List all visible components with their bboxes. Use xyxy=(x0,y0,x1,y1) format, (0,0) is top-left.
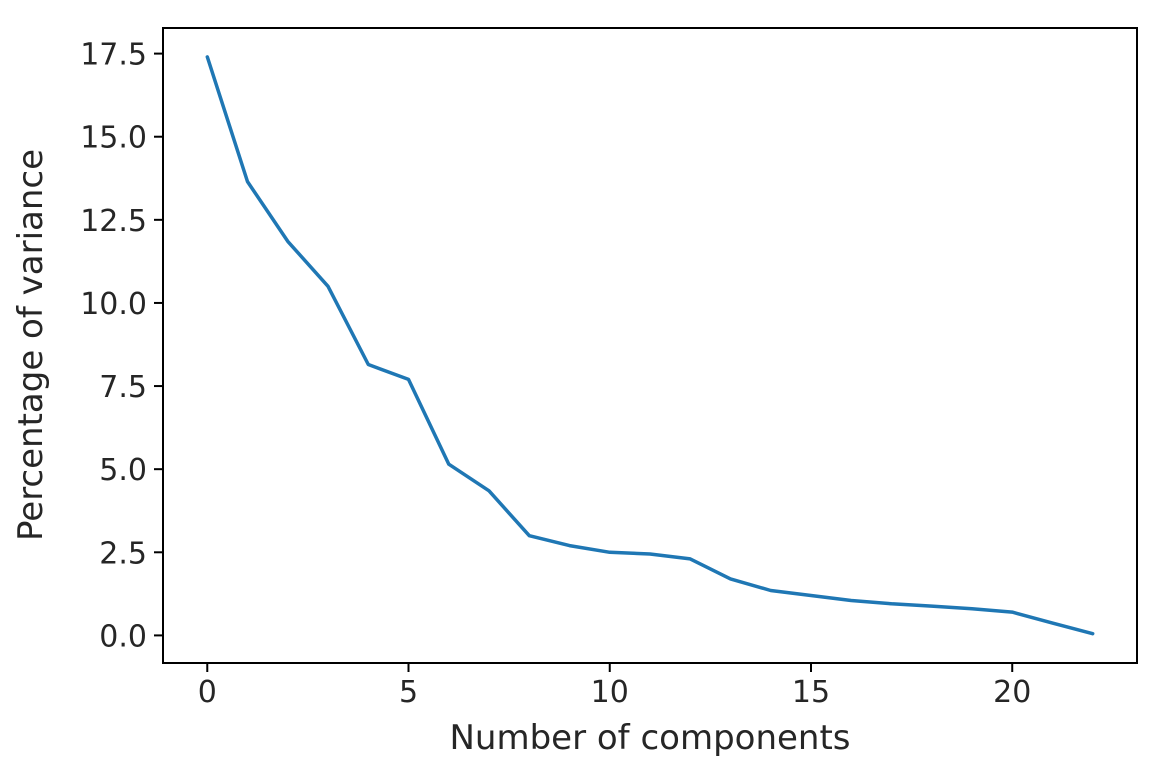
y-tick-label: 10.0 xyxy=(80,287,147,322)
plot-area xyxy=(162,27,1138,664)
variance-line xyxy=(205,55,1095,636)
x-axis-ticks: 0 5 10 15 20 xyxy=(198,663,1031,710)
x-tick-label: 15 xyxy=(792,675,830,710)
x-axis-label: Number of components xyxy=(449,718,850,758)
x-tick-label: 10 xyxy=(591,675,629,710)
y-tick-label: 5.0 xyxy=(99,453,147,488)
x-tick-label: 20 xyxy=(993,675,1031,710)
y-tick-label: 7.5 xyxy=(99,370,147,405)
x-tick-label: 5 xyxy=(399,675,418,710)
y-tick-label: 17.5 xyxy=(80,38,147,73)
y-tick-label: 0.0 xyxy=(99,619,147,654)
y-axis-ticks: 0.0 2.5 5.0 7.5 10.0 12.5 15.0 17.5 xyxy=(80,38,163,654)
x-tick-label: 0 xyxy=(198,675,217,710)
y-tick-label: 12.5 xyxy=(80,204,147,239)
y-axis-label: Percentage of variance xyxy=(11,149,51,541)
y-tick-label: 2.5 xyxy=(99,536,147,571)
y-tick-label: 15.0 xyxy=(80,121,147,156)
